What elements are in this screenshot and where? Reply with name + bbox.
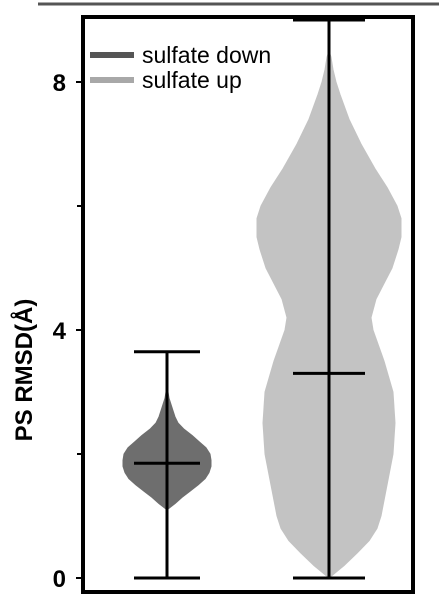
- y-axis-label: PS RMSD(Å): [10, 299, 38, 442]
- y-tick-label-8: 8: [53, 70, 66, 97]
- violins-layer: [122, 50, 402, 579]
- y-axis: 0 4 8: [53, 70, 83, 593]
- y-tick-label-4: 4: [53, 318, 67, 345]
- legend-label-2: sulfate up: [142, 67, 242, 93]
- y-tick-label-0: 0: [53, 566, 66, 593]
- legend-label-1: sulfate down: [142, 42, 271, 68]
- plot-frame: [81, 15, 415, 594]
- ranges-layer: [134, 18, 365, 580]
